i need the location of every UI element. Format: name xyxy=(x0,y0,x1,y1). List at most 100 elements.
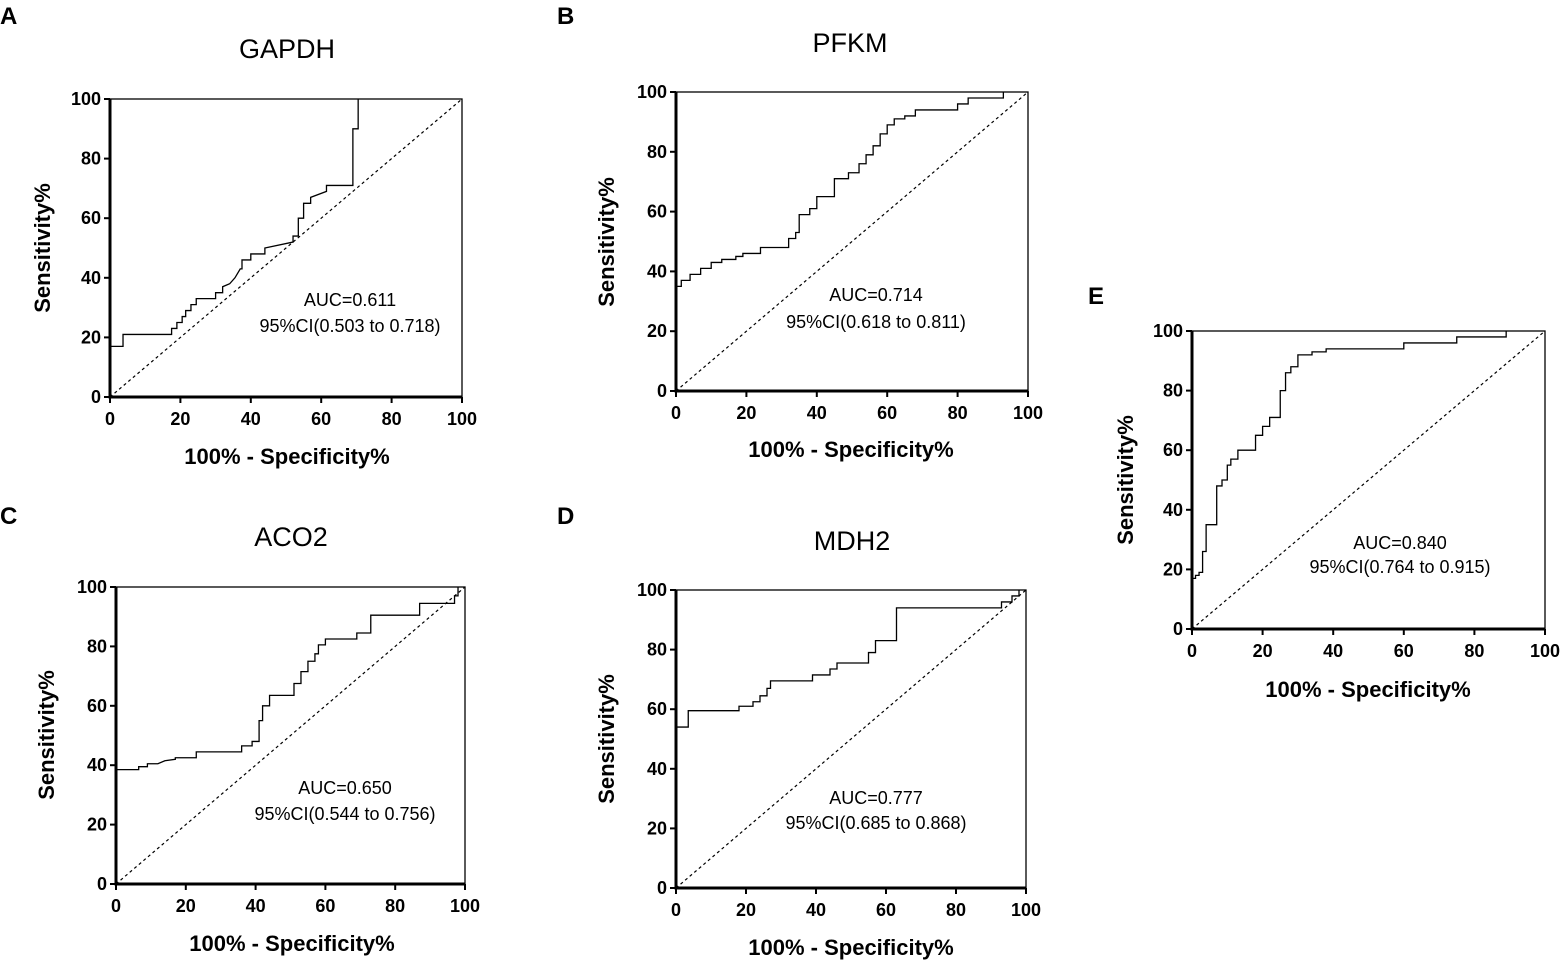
x-tick-label-b-40: 40 xyxy=(807,403,827,423)
plot-area-e: 00 20 20 40 40 60 60 80 80 100 100 xyxy=(1153,321,1560,661)
y-tick-label-e-40: 40 xyxy=(1163,500,1183,520)
y-tick-label-e-80: 80 xyxy=(1163,381,1183,401)
y-tick-label-d-80: 80 xyxy=(647,640,667,660)
y-tick-label-a-40: 40 xyxy=(81,268,101,288)
roc-curve-a xyxy=(109,99,359,397)
y-tick-label-b-60: 60 xyxy=(647,202,667,222)
y-axis-label-a: Sensitivity% xyxy=(30,183,55,313)
y-tick-label-d-40: 40 xyxy=(647,759,667,779)
ticks-b: 00 20 20 40 40 60 60 80 80 100 100 xyxy=(637,82,1043,423)
x-tick-label-a-40: 40 xyxy=(241,409,261,429)
x-tick-label-e-80: 80 xyxy=(1464,641,1484,661)
x-tick-label-d-60: 60 xyxy=(876,900,896,920)
y-axis-label-e: Sensitivity% xyxy=(1113,415,1138,545)
y-axis-label-d: Sensitivity% xyxy=(594,674,619,804)
x-tick-label-c-40: 40 xyxy=(246,896,266,916)
x-axis-label-b: 100% - Specificity% xyxy=(748,437,953,462)
panel-b: B PFKM 00 20 20 40 40 60 60 80 80 100 100 100% - S… xyxy=(557,3,1043,462)
plot-area-c: 00 20 20 40 40 60 60 80 80 100 100 xyxy=(77,577,480,916)
chart-title-b: PFKM xyxy=(812,28,887,58)
ci-text-a: 95%CI(0.503 to 0.718) xyxy=(259,316,440,336)
y-tick-label-d-20: 20 xyxy=(647,818,667,838)
ticks-c: 00 20 20 40 40 60 60 80 80 100 100 xyxy=(77,577,480,916)
ci-text-e: 95%CI(0.764 to 0.915) xyxy=(1309,557,1490,577)
y-axis-label-b: Sensitivity% xyxy=(594,177,619,307)
y-tick-label-a-0: 0 xyxy=(91,387,101,407)
x-tick-label-a-60: 60 xyxy=(311,409,331,429)
y-tick-label-a-60: 60 xyxy=(81,208,101,228)
chart-title-c: ACO2 xyxy=(254,522,328,552)
y-tick-label-e-20: 20 xyxy=(1163,559,1183,579)
x-tick-label-e-20: 20 xyxy=(1253,641,1273,661)
x-tick-label-c-80: 80 xyxy=(385,896,405,916)
x-tick-label-b-20: 20 xyxy=(736,403,756,423)
panel-label-a: A xyxy=(0,3,17,30)
y-tick-label-b-40: 40 xyxy=(647,261,667,281)
x-tick-label-a-0: 0 xyxy=(105,409,115,429)
ticks-a: 00 20 20 40 40 60 60 80 80 100 100 xyxy=(71,89,477,429)
roc-curve-c xyxy=(115,587,459,884)
reference-line-e xyxy=(1191,330,1546,630)
plot-area-a: 00 20 20 40 40 60 60 80 80 100 100 xyxy=(71,89,477,429)
panel-label-d: D xyxy=(557,503,574,530)
x-tick-label-d-80: 80 xyxy=(946,900,966,920)
x-tick-label-d-20: 20 xyxy=(736,900,756,920)
x-tick-label-c-0: 0 xyxy=(111,896,121,916)
chart-title-a: GAPDH xyxy=(239,34,335,64)
ci-text-d: 95%CI(0.685 to 0.868) xyxy=(785,813,966,833)
auc-text-c: AUC=0.650 xyxy=(298,778,392,798)
auc-text-a: AUC=0.611 xyxy=(304,290,396,310)
panel-label-c: C xyxy=(0,503,17,530)
reference-line-c xyxy=(115,586,466,885)
reference-line-d xyxy=(675,589,1027,889)
x-tick-label-b-60: 60 xyxy=(877,403,897,423)
x-tick-label-b-100: 100 xyxy=(1013,403,1043,423)
y-tick-label-e-100: 100 xyxy=(1153,321,1183,341)
x-axis-label-a: 100% - Specificity% xyxy=(184,444,389,469)
y-tick-label-e-0: 0 xyxy=(1173,619,1183,639)
x-tick-label-b-80: 80 xyxy=(948,403,968,423)
plot-area-d: 00 20 20 40 40 60 60 80 80 100 100 xyxy=(637,580,1041,920)
y-tick-label-d-60: 60 xyxy=(647,699,667,719)
y-tick-label-d-0: 0 xyxy=(657,878,667,898)
y-tick-label-c-20: 20 xyxy=(87,815,107,835)
x-axis-label-e: 100% - Specificity% xyxy=(1265,677,1470,702)
panel-e: E 00 20 20 40 40 60 60 80 80 100 100 100% - Specif… xyxy=(1088,283,1560,702)
y-tick-label-a-80: 80 xyxy=(81,149,101,169)
y-axis-label-c: Sensitivity% xyxy=(34,670,59,800)
plot-area-b: 00 20 20 40 40 60 60 80 80 100 100 xyxy=(637,82,1043,423)
y-tick-label-c-40: 40 xyxy=(87,755,107,775)
y-tick-label-d-100: 100 xyxy=(637,580,667,600)
x-tick-label-e-100: 100 xyxy=(1530,641,1560,661)
y-tick-label-b-80: 80 xyxy=(647,142,667,162)
y-tick-label-b-20: 20 xyxy=(647,321,667,341)
x-tick-label-c-60: 60 xyxy=(315,896,335,916)
y-tick-label-c-100: 100 xyxy=(77,577,107,597)
chart-title-d: MDH2 xyxy=(814,526,891,556)
y-tick-label-b-0: 0 xyxy=(657,381,667,401)
ci-text-b: 95%CI(0.618 to 0.811) xyxy=(786,312,966,332)
x-tick-label-b-0: 0 xyxy=(671,403,681,423)
y-tick-label-c-60: 60 xyxy=(87,696,107,716)
panel-a: A GAPDH 00 20 20 40 40 60 60 80 80 100 100 100% - … xyxy=(0,3,477,469)
x-axis-label-c: 100% - Specificity% xyxy=(189,931,394,956)
x-tick-label-a-100: 100 xyxy=(447,409,477,429)
ticks-d: 00 20 20 40 40 60 60 80 80 100 100 xyxy=(637,580,1041,920)
x-tick-label-c-100: 100 xyxy=(450,896,480,916)
reference-line-a xyxy=(109,98,463,398)
y-tick-label-a-20: 20 xyxy=(81,327,101,347)
panel-label-b: B xyxy=(557,3,574,30)
x-axis-label-d: 100% - Specificity% xyxy=(748,935,953,960)
reference-line-b xyxy=(675,91,1029,392)
auc-text-b: AUC=0.714 xyxy=(829,285,923,305)
x-tick-label-a-20: 20 xyxy=(170,409,190,429)
roc-curve-b xyxy=(675,92,1005,391)
auc-text-e: AUC=0.840 xyxy=(1353,533,1447,553)
roc-curve-d xyxy=(675,590,1020,888)
ticks-e: 00 20 20 40 40 60 60 80 80 100 100 xyxy=(1153,321,1560,661)
y-tick-label-a-100: 100 xyxy=(71,89,101,109)
y-tick-label-b-100: 100 xyxy=(637,82,667,102)
x-tick-label-e-0: 0 xyxy=(1187,641,1197,661)
auc-text-d: AUC=0.777 xyxy=(829,788,923,808)
